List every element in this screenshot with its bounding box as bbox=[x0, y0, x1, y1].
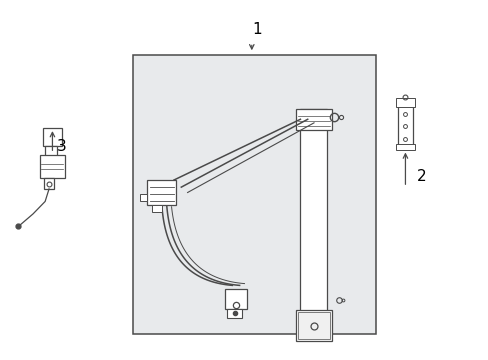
Bar bbox=[40, 155, 64, 178]
Bar bbox=[300, 109, 326, 316]
Bar bbox=[397, 100, 412, 146]
Bar bbox=[152, 205, 162, 212]
Text: 2: 2 bbox=[416, 169, 426, 184]
Text: 3: 3 bbox=[57, 139, 67, 154]
Bar bbox=[147, 180, 176, 205]
Bar bbox=[140, 194, 147, 202]
Bar bbox=[395, 144, 414, 150]
Bar bbox=[227, 309, 242, 318]
Bar bbox=[395, 98, 414, 107]
Bar bbox=[295, 109, 331, 130]
Bar bbox=[295, 310, 331, 341]
Bar bbox=[224, 289, 246, 309]
Bar bbox=[45, 146, 57, 157]
Bar bbox=[42, 128, 62, 146]
Bar bbox=[44, 178, 54, 189]
Text: 1: 1 bbox=[251, 22, 261, 37]
Bar bbox=[132, 55, 375, 334]
Bar bbox=[297, 312, 329, 339]
